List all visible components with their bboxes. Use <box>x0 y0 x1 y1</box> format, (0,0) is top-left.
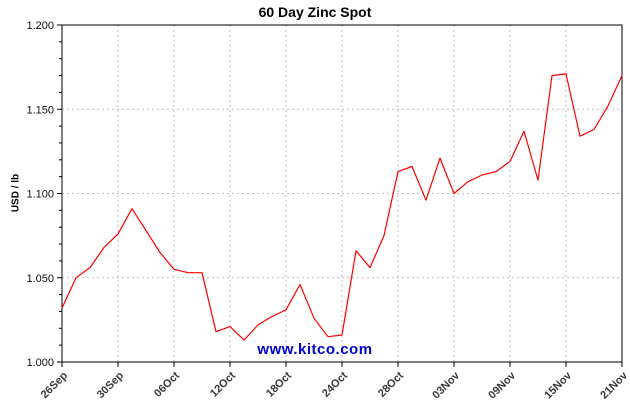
y-tick-label: 1.100 <box>26 189 54 201</box>
x-tick-label: 24Oct <box>320 369 350 399</box>
x-tick-label: 15Nov <box>542 369 574 400</box>
plot-border <box>61 24 623 363</box>
chart-title: 60 Day Zinc Spot <box>258 4 372 20</box>
x-tick-label: 09Nov <box>486 369 518 400</box>
price-line <box>61 73 623 341</box>
y-tick-label: 1.200 <box>26 20 54 32</box>
x-tick-label: 12Oct <box>208 369 238 399</box>
y-tick-label: 1.050 <box>26 273 54 285</box>
x-tick-label: 03Nov <box>430 369 462 400</box>
kitco-watermark: www.kitco.com <box>257 341 373 358</box>
x-tick-label: 06Oct <box>152 369 182 399</box>
y-tick-label: 1.000 <box>26 357 54 369</box>
x-tick-label: 26Sep <box>39 369 71 400</box>
x-tick-label: 18Oct <box>264 369 294 399</box>
y-tick-label: 1.150 <box>26 104 54 116</box>
x-tick-label: 28Oct <box>376 369 406 399</box>
x-tick-label: 30Sep <box>95 369 127 400</box>
x-tick-label: 21Nov <box>598 369 630 400</box>
